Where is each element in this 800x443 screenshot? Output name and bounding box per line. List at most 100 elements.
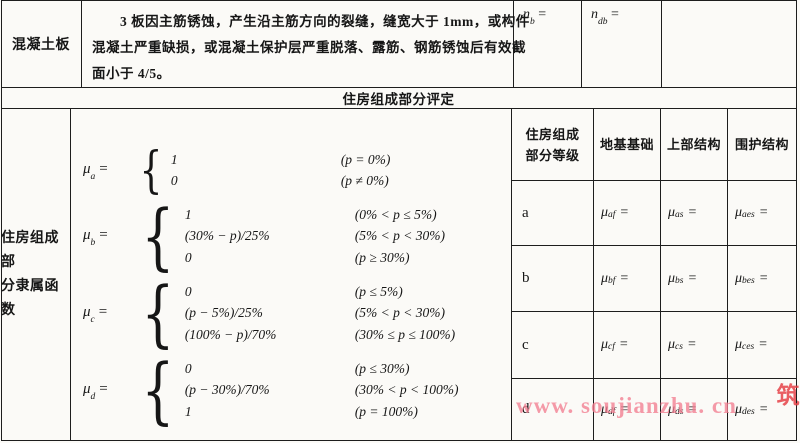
cell-mu-ces: μ ces = [728,312,797,379]
mu-subscript: df [608,406,616,417]
cell-mu-aes: μ aes = [728,181,797,246]
equals-sign: = [98,303,108,320]
equals-sign: = [759,205,768,220]
case-condition: (p ≤ 5%) [354,283,403,299]
formula-label: μa = [83,160,135,182]
equals-sign: = [688,205,697,220]
count-symbol: n [523,7,530,22]
header-grade-column: 住房组成 部分等级 [512,109,594,181]
header-text: 上部结构 [666,137,721,152]
equals-sign: = [538,7,547,22]
section-title: 住房组成部分评定 [342,92,455,107]
case-condition: (0% < p ≤ 5%) [354,206,437,222]
case-row: 0 (p ≤ 30%) [185,358,459,380]
case-row: 0 (p ≠ 0%) [171,170,391,192]
case-condition: (p ≥ 30%) [354,249,410,265]
equals-sign: = [759,270,768,286]
formula-cases: 1 (p = 0%) 0 (p ≠ 0%) [171,149,391,192]
case-condition: (30% ≤ p ≤ 100%) [354,326,456,342]
mu-symbol: μ [735,270,743,286]
header-text: 部分等级 [525,147,580,163]
mu-subscript: bes [742,275,755,286]
grade-letter: a [522,204,529,221]
grade-letter: b [522,270,530,286]
mu-symbol: μ [601,337,609,352]
left-brace-icon: { [141,271,175,355]
case-condition: (30% < p < 100%) [354,382,459,398]
grade-letter: c [522,336,529,353]
table-top-border [1,0,797,1]
mu-subscript: des [742,406,755,417]
cell-mu-bs: μ bs = [661,246,728,312]
equals-sign: = [759,337,768,352]
mu-symbol: μ [668,270,676,286]
case-expression: 1 [184,403,192,419]
header-text: 住房组成 [525,126,580,142]
cell-count-dangerous: ndb = [582,0,662,88]
mu-subscript: bs [675,275,684,286]
cell-grade-b: b [512,246,594,312]
header-text: 围护结构 [734,137,789,152]
equals-sign: = [620,270,629,286]
formula-cases: 0 (p ≤ 30%) (p − 30%)/70% (30% < p < 100%)… [185,358,459,423]
cell-mu-bf: μ bf = [594,246,661,312]
formula-mu-b: μb = { 1 (0% < p ≤ 5%) (30% − p)/25% (5% < … [83,200,511,272]
membership-label-line: 住房组成部 [1,230,59,270]
mu-symbol: μ [601,401,609,417]
count-subscript: db [598,16,608,27]
cell-membership-formulas: μa = { 1 (p = 0%) 0 (p ≠ 0%) μb = { 1 (0% < p… [71,109,512,441]
mu-subscript: cs [675,342,683,352]
mu-symbol: μ [83,303,91,320]
case-expression: (100% − p)/70% [184,326,277,342]
mu-symbol: μ [735,337,743,352]
formula-mu-c: μc = { 0 (p ≤ 5%) (p − 5%)/25% (5% < p < 30… [83,277,511,349]
mu-symbol: μ [735,401,743,417]
clause-line: 混凝土严重缺损，或混凝土保护层严重脱落、露筋、钢筋锈蚀后有效截 [92,40,526,55]
header-superstructure: 上部结构 [661,109,728,181]
left-brace-icon: { [141,348,175,432]
cell-mu-ds: μ ds = [661,379,728,441]
case-condition: (p ≠ 0%) [340,173,389,188]
equals-sign: = [99,380,108,397]
cell-mu-cf: μ cf = [594,312,661,379]
cell-mu-as: μ as = [661,181,728,246]
cell-component-label: 混凝土板 [1,0,82,88]
clause-line: 3 板因主筋锈蚀，产生沿主筋方向的裂缝，缝宽大于 1mm，或构件 [120,14,530,29]
case-expression: 1 [170,151,178,167]
mu-subscript: a [90,171,96,182]
cell-mu-af: μ af = [594,181,661,246]
mu-subscript: cf [608,342,615,352]
mu-symbol: μ [601,270,609,286]
equals-sign: = [620,401,629,417]
count-subscript: b [530,16,535,27]
case-expression: (p − 5%)/25% [184,305,263,321]
mu-symbol: μ [668,337,676,352]
case-row: 1 (p = 100%) [185,401,459,423]
mu-symbol: μ [83,160,91,177]
equals-sign: = [620,205,629,220]
case-condition: (5% < p < 30%) [354,305,446,321]
formula-label: μd = [83,380,135,402]
cell-mu-bes: μ bes = [728,246,797,312]
cell-grade-a: a [512,181,594,246]
case-condition: (p = 0%) [340,151,391,167]
clause-line: 面小于 4/5。 [92,66,171,81]
grade-letter: d [522,401,530,417]
formula-cases: 1 (0% < p ≤ 5%) (30% − p)/25% (5% < p < 30… [185,204,445,269]
equals-sign: = [759,401,768,417]
mu-symbol: μ [83,226,91,243]
formula-label: μc = [83,303,135,325]
formula-mu-d: μd = { 0 (p ≤ 30%) (p − 30%)/70% (30% < p <… [83,354,511,426]
case-expression: 0 [170,173,178,188]
case-row: 1 (0% < p ≤ 5%) [185,204,445,226]
case-expression: (30% − p)/25% [184,228,270,244]
case-expression: 0 [184,249,192,265]
case-row: (p − 30%)/70% (30% < p < 100%) [185,379,459,401]
equals-sign: = [619,337,628,352]
case-condition: (5% < p < 30%) [354,228,446,244]
equals-sign: = [611,7,619,22]
formula-cases: 0 (p ≤ 5%) (p − 5%)/25% (5% < p < 30%) (10… [185,281,455,346]
case-row: 0 (p ≥ 30%) [185,247,445,269]
mu-subscript: ces [742,342,755,352]
